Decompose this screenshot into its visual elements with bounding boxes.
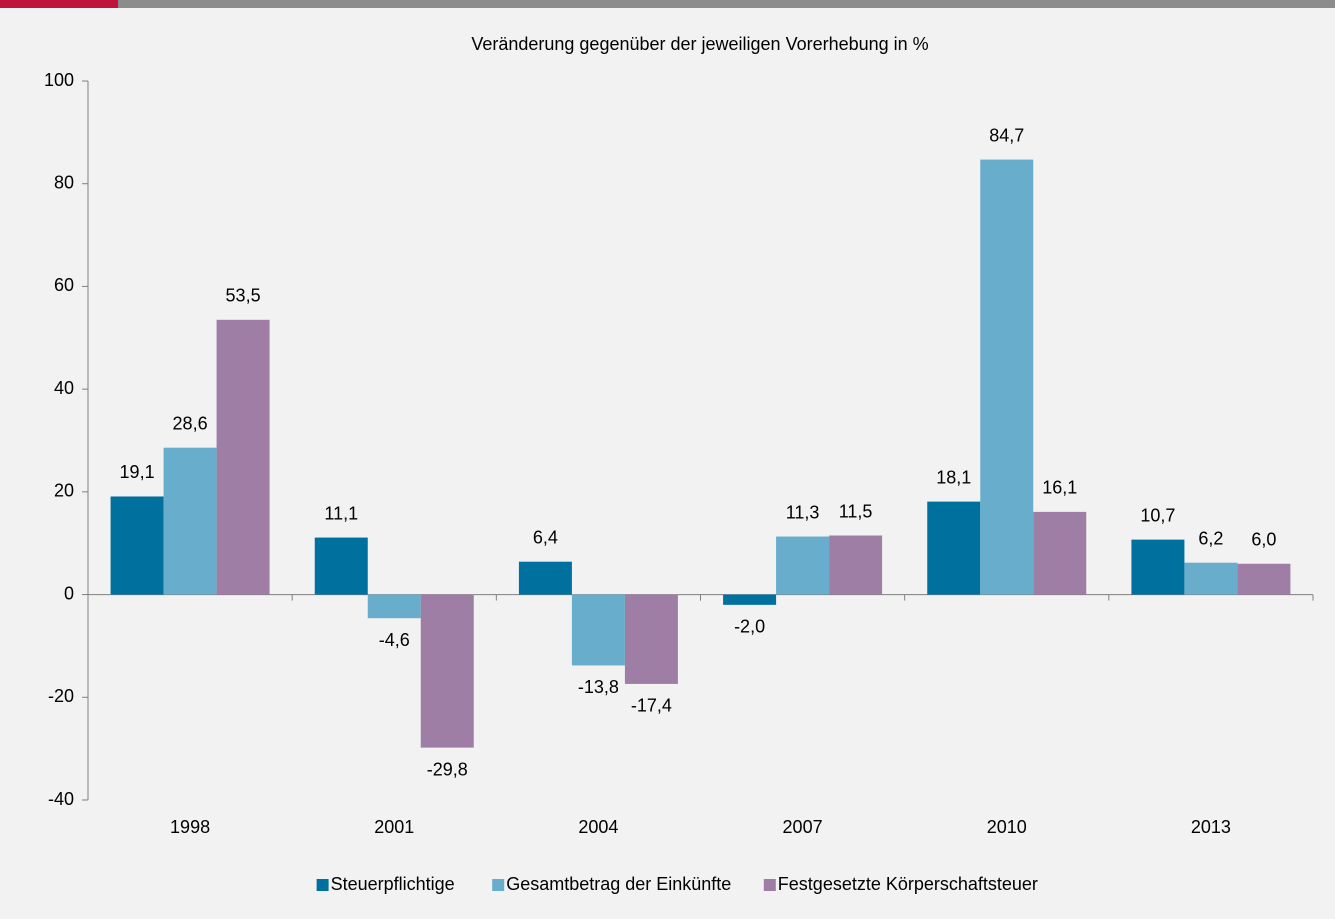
chart-title: Veränderung gegenüber der jeweiligen Vor… xyxy=(471,34,928,54)
bar xyxy=(216,319,270,595)
value-label: -4,6 xyxy=(379,630,410,650)
bar xyxy=(1131,539,1185,595)
value-label: 18,1 xyxy=(936,467,971,487)
value-label: 10,7 xyxy=(1140,505,1175,525)
value-label: 11,3 xyxy=(786,502,820,522)
bar xyxy=(367,594,421,619)
y-tick-label: 40 xyxy=(54,378,74,398)
x-tick-label: 2013 xyxy=(1191,817,1231,837)
y-tick-label: -40 xyxy=(48,789,74,809)
bar xyxy=(1033,511,1087,595)
bar xyxy=(163,447,217,595)
value-label: 16,1 xyxy=(1042,478,1077,498)
value-label: -13,8 xyxy=(578,677,619,697)
x-tick-label: 1998 xyxy=(170,817,210,837)
value-label: 28,6 xyxy=(173,413,208,433)
bar xyxy=(571,594,625,666)
y-tick-label: 20 xyxy=(54,481,74,501)
bar xyxy=(420,594,474,748)
bar xyxy=(1237,563,1291,595)
x-tick-label: 2007 xyxy=(783,817,823,837)
y-tick-label: 100 xyxy=(44,70,74,90)
legend-swatch xyxy=(763,879,776,891)
y-tick-label: 80 xyxy=(54,172,74,192)
top-bar-accent xyxy=(0,0,118,8)
value-label: -17,4 xyxy=(631,696,672,716)
value-label: 11,1 xyxy=(324,503,358,523)
value-label: 11,5 xyxy=(839,501,873,521)
value-label: 84,7 xyxy=(989,125,1024,145)
bar xyxy=(314,537,368,595)
bar xyxy=(723,594,777,605)
bar xyxy=(829,535,883,595)
value-label: 6,2 xyxy=(1198,528,1223,548)
legend-swatch xyxy=(492,879,505,891)
x-tick-label: 2004 xyxy=(578,817,618,837)
bar xyxy=(927,501,981,595)
y-tick-label: 60 xyxy=(54,275,74,295)
y-tick-label: 0 xyxy=(64,583,74,603)
value-label: 6,4 xyxy=(533,527,558,547)
value-label: 53,5 xyxy=(226,286,261,306)
value-label: 6,0 xyxy=(1251,530,1276,550)
x-tick-label: 2010 xyxy=(987,817,1027,837)
legend-label: Gesamtbetrag der Einkünfte xyxy=(506,874,731,894)
legend-label: Steuerpflichtige xyxy=(331,874,455,894)
value-label: 19,1 xyxy=(120,462,155,482)
x-tick-label: 2001 xyxy=(374,817,414,837)
value-label: -2,0 xyxy=(734,617,765,637)
bar xyxy=(624,594,678,684)
top-bar xyxy=(118,0,1335,8)
bar xyxy=(776,536,830,595)
y-tick-label: -20 xyxy=(48,686,74,706)
bar xyxy=(1184,562,1238,595)
bar xyxy=(518,561,572,595)
value-label: -29,8 xyxy=(427,759,468,779)
legend-label: Festgesetzte Körperschaftsteuer xyxy=(778,874,1038,894)
bar xyxy=(980,159,1034,595)
bar xyxy=(110,496,164,595)
legend-swatch xyxy=(316,879,329,891)
